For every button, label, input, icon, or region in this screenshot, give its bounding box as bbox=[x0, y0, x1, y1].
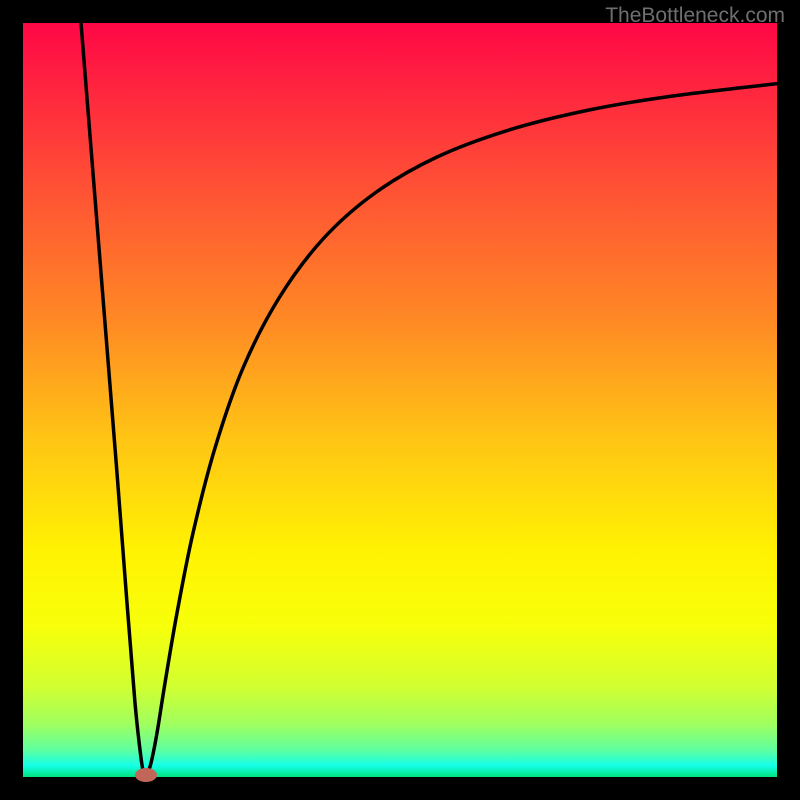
plot-frame bbox=[20, 20, 780, 780]
curve-overlay bbox=[23, 23, 783, 783]
watermark-text: TheBottleneck.com bbox=[605, 4, 785, 28]
bottleneck-curve bbox=[81, 23, 783, 776]
chart-container: TheBottleneck.com bbox=[0, 0, 800, 800]
minimum-marker bbox=[135, 768, 157, 782]
